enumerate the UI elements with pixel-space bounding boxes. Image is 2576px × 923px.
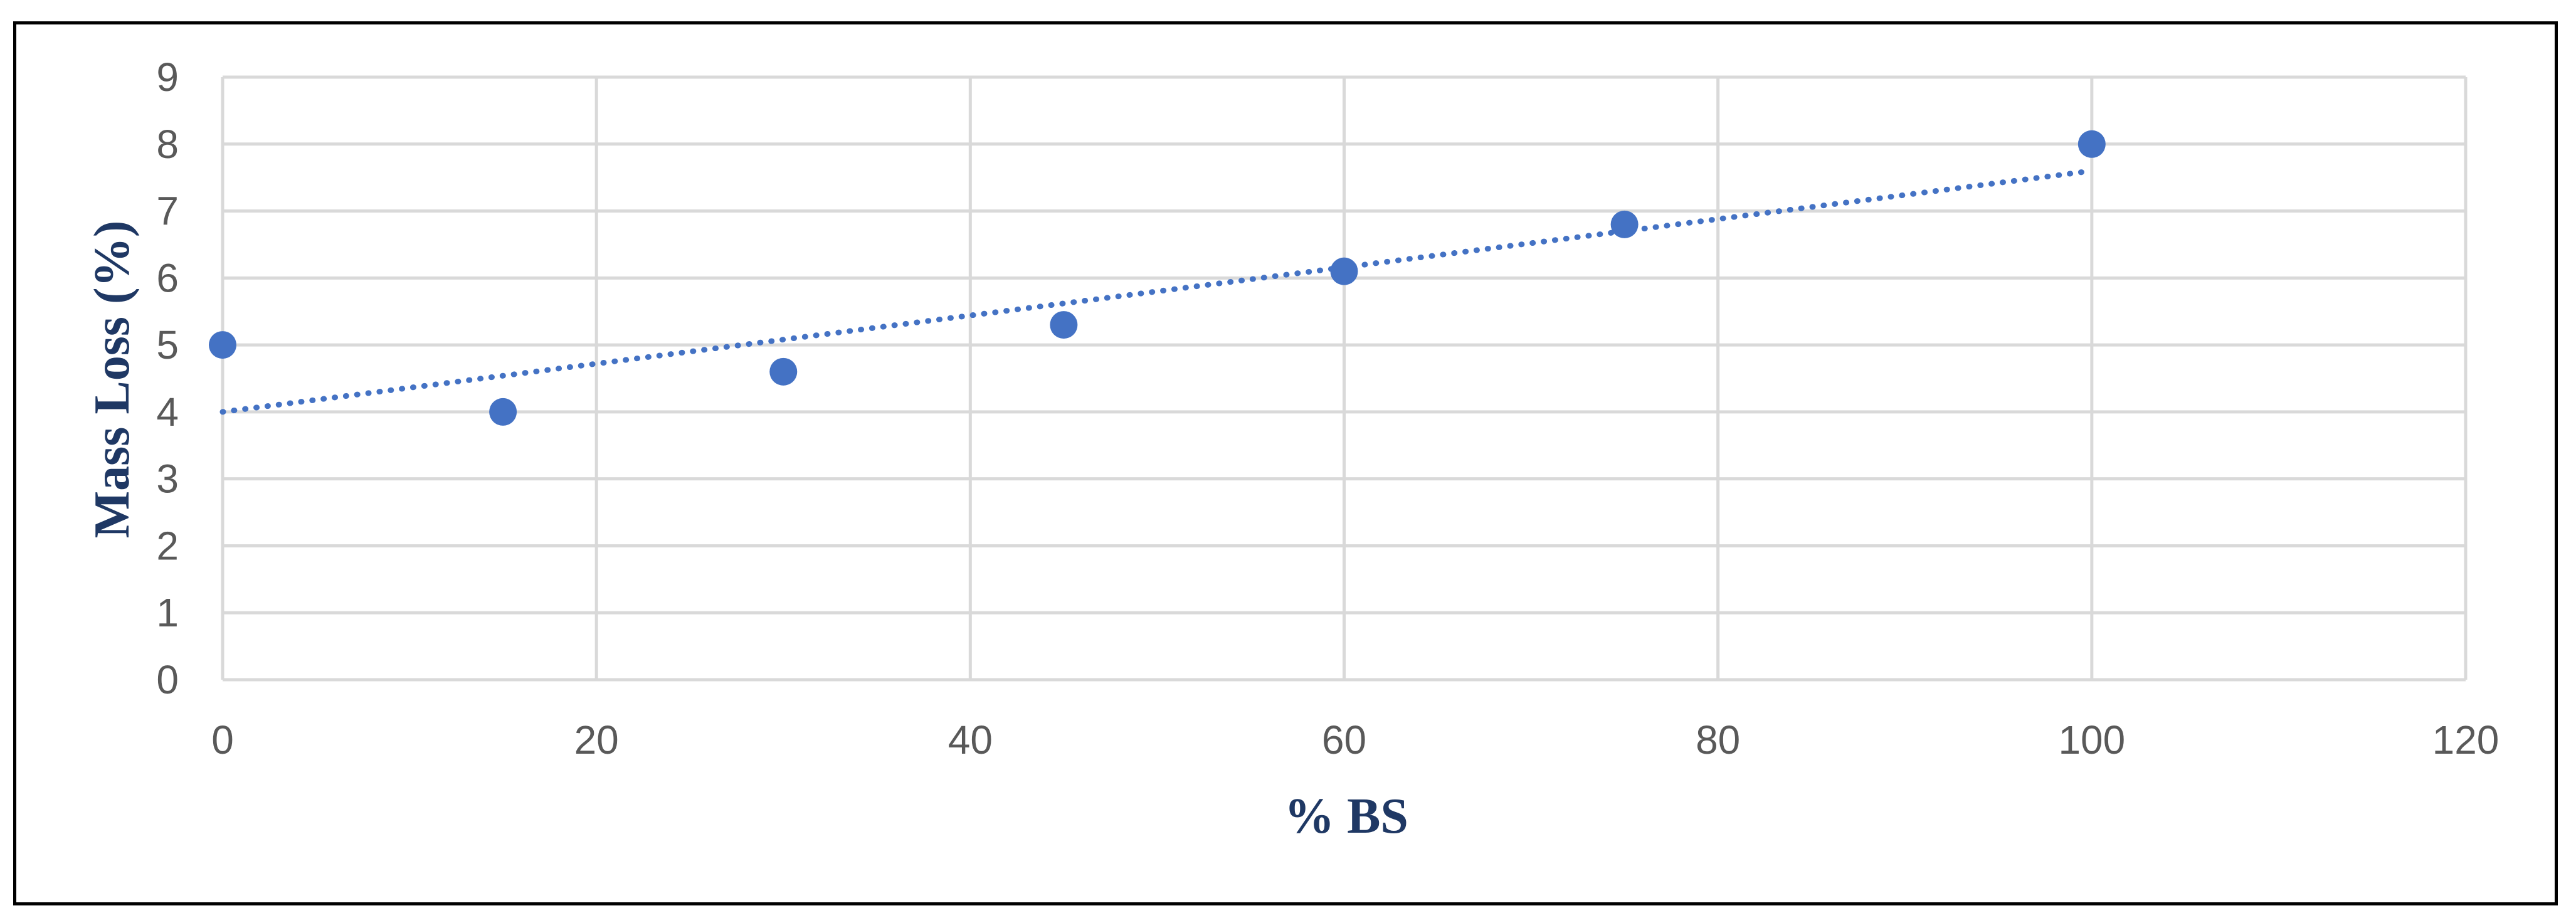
data-point xyxy=(2077,130,2106,158)
x-tick-label: 120 xyxy=(2432,717,2499,762)
trendline xyxy=(219,167,2095,415)
y-tick-label: 6 xyxy=(156,255,179,300)
data-point xyxy=(209,331,236,359)
chart-frame xyxy=(13,21,2558,905)
x-tick-label: 60 xyxy=(1322,717,1366,762)
y-tick-label: 4 xyxy=(156,389,179,435)
y-tick-label: 9 xyxy=(156,55,179,100)
x-tick-label: 100 xyxy=(2058,717,2125,762)
y-tick-label: 5 xyxy=(156,322,179,367)
x-tick-label: 0 xyxy=(211,717,234,762)
y-tick-labels: 0 1 2 3 4 5 6 7 8 9 xyxy=(156,55,179,702)
y-tick-label: 0 xyxy=(156,657,179,702)
x-axis-title: % BS xyxy=(1284,789,1408,844)
x-tick-label: 40 xyxy=(948,717,993,762)
x-tick-labels: 0 20 40 60 80 100 120 xyxy=(211,717,2499,762)
y-tick-label: 2 xyxy=(156,523,179,568)
trendline-layer xyxy=(219,167,2095,415)
y-tick-label: 1 xyxy=(156,590,179,635)
data-point xyxy=(1610,210,1639,238)
data-points xyxy=(209,130,2106,426)
data-point xyxy=(1330,257,1358,285)
y-axis-title: Mass Loss (%) xyxy=(85,221,140,539)
y-tick-label: 3 xyxy=(156,456,179,502)
x-tick-label: 80 xyxy=(1696,717,1740,762)
data-point xyxy=(769,357,798,386)
data-point xyxy=(489,398,517,426)
y-tick-label: 7 xyxy=(156,189,179,234)
grid-lines xyxy=(221,75,2468,682)
data-point xyxy=(1050,311,1078,339)
x-tick-label: 20 xyxy=(574,717,619,762)
y-tick-label: 8 xyxy=(156,122,179,167)
